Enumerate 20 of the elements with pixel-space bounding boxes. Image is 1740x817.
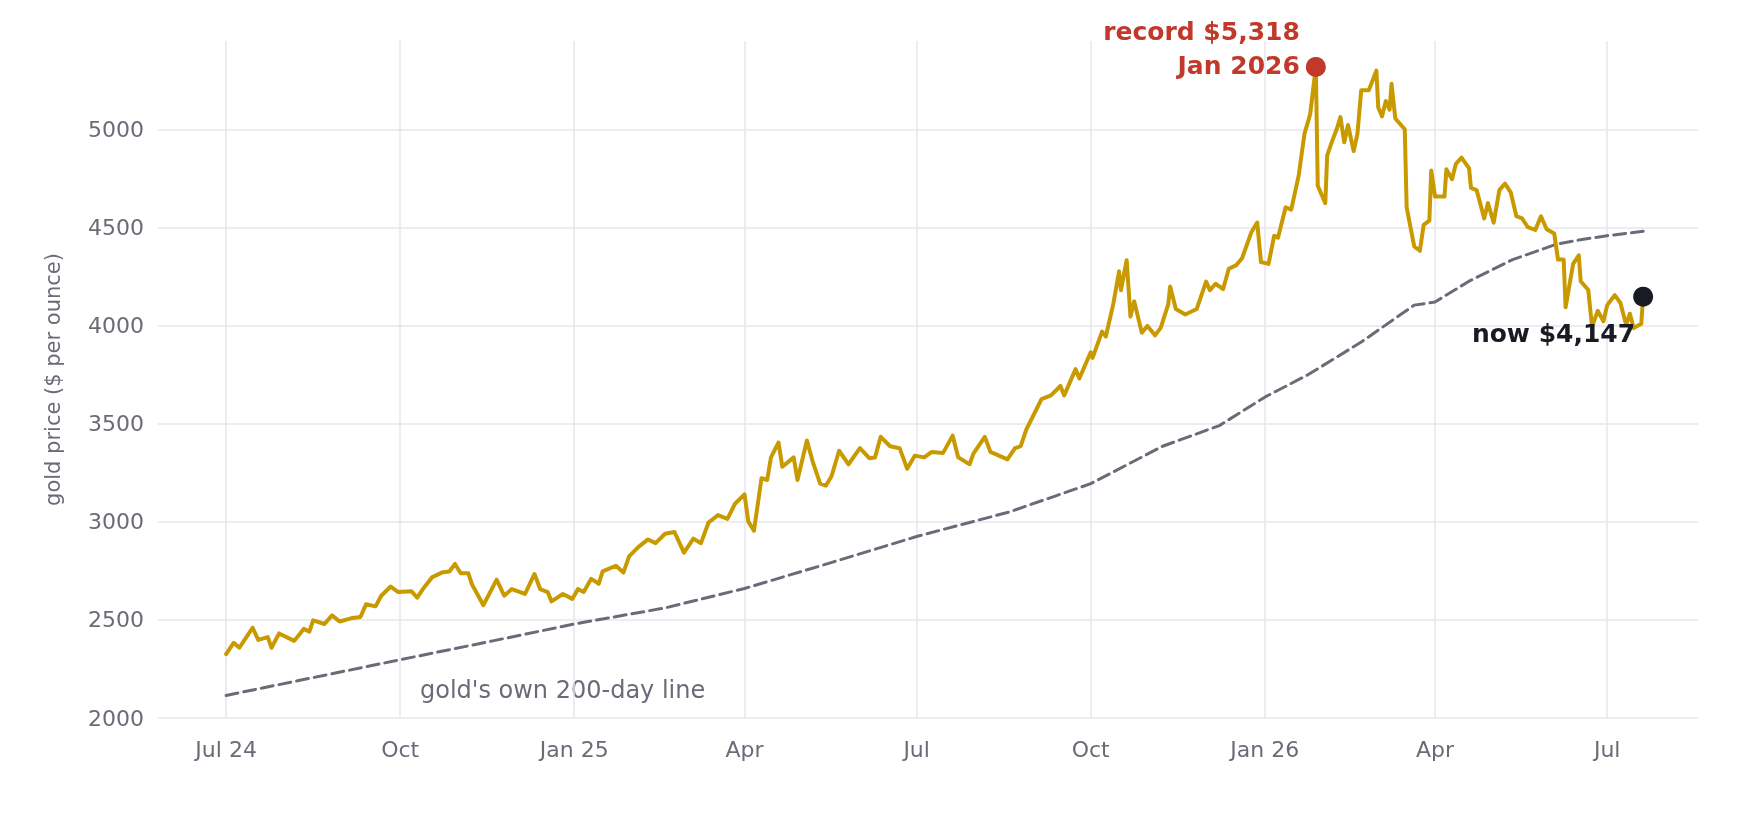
annotation: now $4,147	[1471, 319, 1636, 349]
x-tick-label: Jul	[901, 736, 930, 762]
annotation: record $5,318 Jan 2026	[1103, 17, 1300, 81]
x-tick-label: Oct	[381, 736, 420, 762]
x-tick-label: Jul 24	[193, 736, 257, 762]
x-tick-label: Oct	[1071, 736, 1111, 762]
y-tick-label: 3000	[88, 509, 144, 535]
x-tick-label: Jan 26	[1228, 736, 1300, 762]
y-tick-label: 4500	[88, 214, 144, 240]
x-tick-label: Jan 25	[537, 736, 609, 762]
annotation: gold's own 200-day line	[420, 676, 706, 704]
y-tick-label: 3500	[88, 411, 144, 437]
y-tick-label: 2500	[88, 607, 144, 633]
y-axis-title: gold price ($ per ounce)	[40, 253, 65, 506]
x-tick-label: Apr	[1416, 736, 1456, 762]
y-tick-label: 5000	[88, 116, 144, 142]
y-tick-label: 2000	[88, 705, 144, 731]
x-tick-label: Apr	[725, 736, 765, 762]
y-tick-label: 4000	[88, 313, 144, 339]
x-tick-label: Jul	[1591, 736, 1621, 762]
